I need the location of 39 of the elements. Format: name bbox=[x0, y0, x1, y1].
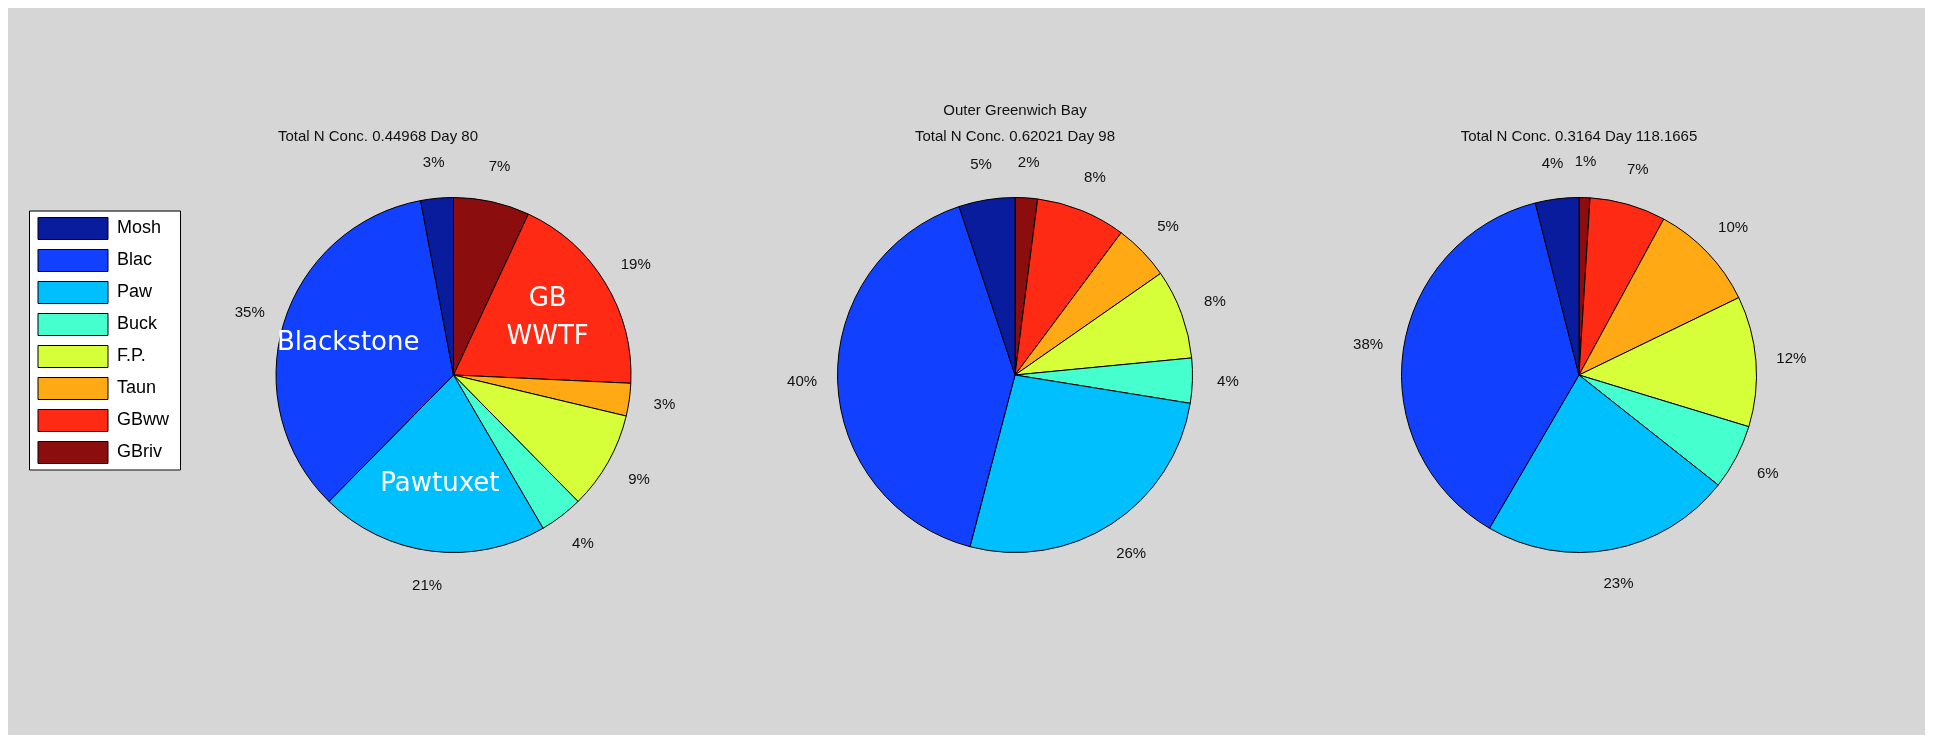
text: GB WWTF bbox=[506, 281, 589, 350]
chart-subtitle: Total N Conc. 0.62021 Day 98 bbox=[914, 127, 1116, 145]
legend-label: F.P. bbox=[117, 345, 146, 366]
data-label: 2% bbox=[1017, 152, 1040, 170]
data-label: 3% bbox=[653, 394, 676, 412]
legend-label: Mosh bbox=[117, 217, 162, 238]
data-label: 40% bbox=[787, 371, 818, 389]
data-label: 4% bbox=[1541, 153, 1564, 171]
data-label: 8% bbox=[1084, 167, 1106, 185]
data-label: 19% bbox=[620, 254, 651, 272]
legend-label: GBww bbox=[117, 409, 171, 430]
legend-label: GBriv bbox=[117, 441, 162, 462]
data-label: 7% bbox=[488, 157, 511, 175]
data-label: 1% bbox=[1574, 152, 1597, 170]
data-label: 10% bbox=[1718, 218, 1749, 236]
data-label: 26% bbox=[1116, 543, 1147, 561]
data-label: 35% bbox=[234, 303, 265, 321]
data-label: 21% bbox=[412, 576, 443, 594]
chart-title: Total N Conc. 0.3164 Day 118.1665 bbox=[1460, 127, 1698, 145]
data-label: 7% bbox=[1627, 160, 1649, 178]
legend-label: Blac bbox=[117, 249, 153, 270]
data-label: 5% bbox=[1157, 216, 1179, 234]
data-label: 12% bbox=[1776, 348, 1807, 366]
data-label: 3% bbox=[422, 153, 445, 171]
data-label: 4% bbox=[572, 534, 594, 552]
legend-label: Paw bbox=[117, 281, 154, 302]
chart-title: Outer Greenwich Bay bbox=[943, 101, 1088, 119]
data-label: 38% bbox=[1353, 335, 1384, 353]
data-label: 23% bbox=[1603, 574, 1634, 592]
text: Pawtuxet bbox=[380, 466, 500, 497]
data-label: 9% bbox=[628, 469, 650, 487]
legend-label: Buck bbox=[117, 313, 159, 334]
legend-label: Taun bbox=[117, 377, 157, 398]
chart-title: Total N Conc. 0.44968 Day 80 bbox=[277, 127, 479, 145]
data-label: 5% bbox=[970, 154, 992, 172]
text: Blackstone bbox=[276, 325, 420, 356]
data-label: 6% bbox=[1756, 463, 1779, 481]
data-label: 4% bbox=[1217, 371, 1239, 389]
data-label: 8% bbox=[1204, 291, 1226, 309]
